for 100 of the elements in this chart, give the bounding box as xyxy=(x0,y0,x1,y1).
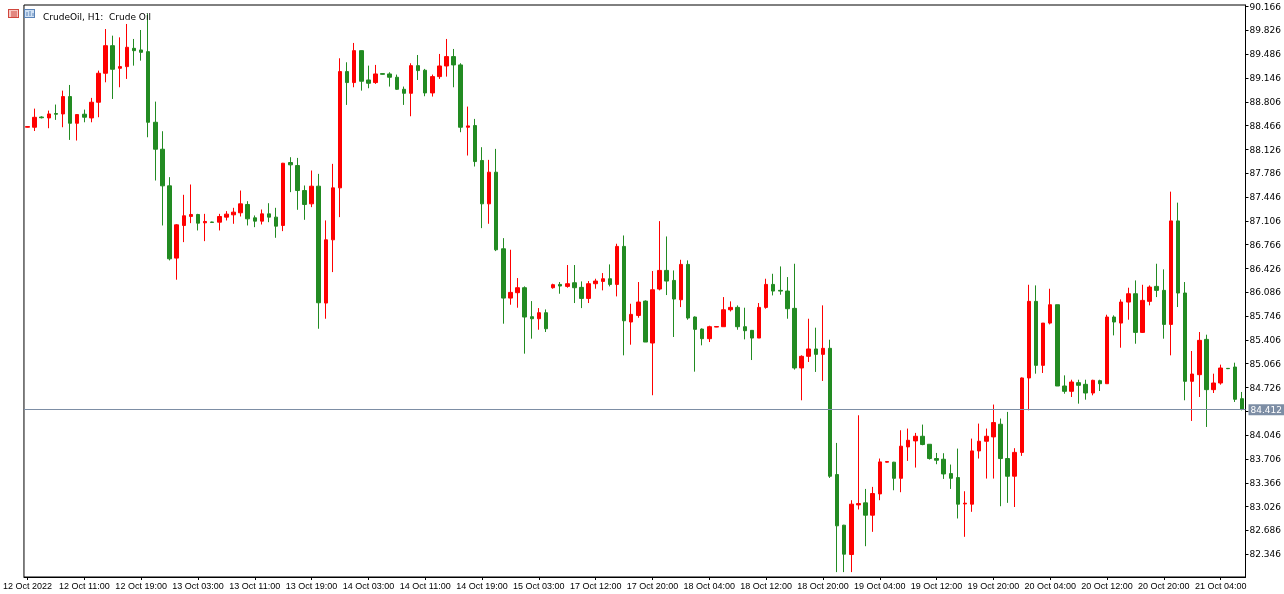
y-tick-label: 90.166 xyxy=(1249,1,1282,12)
candlestick xyxy=(480,146,484,229)
candlestick xyxy=(380,72,385,76)
candlestick xyxy=(1169,191,1173,356)
candlestick xyxy=(643,299,648,343)
candlestick xyxy=(1240,391,1244,411)
candlestick xyxy=(522,285,527,355)
x-tick-label: 13 Oct 11:00 xyxy=(229,580,281,591)
candlestick xyxy=(856,414,861,511)
candlestick xyxy=(1119,298,1123,349)
y-tick-label: 85.066 xyxy=(1249,358,1282,369)
candlestick xyxy=(565,264,570,289)
candlestick xyxy=(508,249,513,306)
candlestick xyxy=(324,219,328,320)
candlestick xyxy=(366,65,371,89)
ref-line-label: 84.412 xyxy=(1250,404,1283,415)
candlestick xyxy=(189,184,193,224)
candlestick xyxy=(1027,284,1031,411)
candlestick xyxy=(110,35,115,100)
x-tick-label: 12 Oct 2022 xyxy=(2,580,53,591)
candlestick xyxy=(139,29,143,62)
candlestick xyxy=(728,300,733,312)
candlestick xyxy=(196,213,200,231)
candlestick xyxy=(1190,350,1194,422)
candlestick xyxy=(1176,202,1180,308)
candlestick xyxy=(863,488,868,547)
candlestick xyxy=(423,68,427,97)
x-tick-label: 18 Oct 12:00 xyxy=(740,580,792,591)
candlestick xyxy=(231,207,236,225)
candlestick xyxy=(253,214,257,228)
candlestick xyxy=(68,84,72,141)
candlestick xyxy=(295,157,300,211)
candlestick xyxy=(778,265,783,296)
candlestick xyxy=(629,303,633,346)
y-tick-label: 88.126 xyxy=(1249,144,1282,155)
candlestick xyxy=(174,223,179,281)
candlestick xyxy=(1083,379,1088,401)
candlestick xyxy=(558,281,562,295)
candlestick xyxy=(785,276,790,320)
candlestick xyxy=(743,307,747,340)
candlestick xyxy=(885,460,889,464)
candlestick xyxy=(32,108,37,132)
y-tick-label: 88.806 xyxy=(1249,96,1282,107)
y-tick-label: 85.746 xyxy=(1249,311,1282,322)
y-tick-label: 84.046 xyxy=(1249,430,1282,441)
x-tick-label: 21 Oct 04:00 xyxy=(1194,580,1247,591)
candlestick xyxy=(1098,379,1102,392)
candlestick xyxy=(700,327,704,346)
candlestick xyxy=(828,339,832,479)
candlestick xyxy=(1204,334,1209,428)
candlestick xyxy=(494,148,498,252)
y-tick-label: 89.146 xyxy=(1249,73,1282,84)
candlestick xyxy=(487,159,491,225)
candlestick xyxy=(814,327,818,373)
candlestick xyxy=(991,404,996,480)
candlestick xyxy=(39,115,44,119)
candlestick xyxy=(636,281,641,319)
candlestick xyxy=(316,173,321,330)
candlestick xyxy=(458,62,463,133)
candlestick xyxy=(963,490,967,538)
candlestick xyxy=(927,443,932,461)
candlestick xyxy=(103,28,108,83)
y-tick-label: 82.686 xyxy=(1249,525,1282,536)
candlestick xyxy=(806,318,811,363)
candlestick xyxy=(238,190,243,218)
candlestick xyxy=(82,109,87,123)
candlestick xyxy=(409,62,413,117)
candlestick xyxy=(132,38,136,67)
y-tick-label: 86.426 xyxy=(1249,263,1282,274)
candlestick xyxy=(515,277,520,309)
candlestick xyxy=(345,61,349,106)
candlestick xyxy=(593,278,598,290)
candlestick xyxy=(721,296,726,328)
y-tick-label: 89.826 xyxy=(1249,25,1282,36)
candlestick xyxy=(764,278,768,310)
candlestick xyxy=(309,170,314,208)
x-tick-label: 19 Oct 20:00 xyxy=(967,580,1020,591)
candlestick xyxy=(1055,304,1060,387)
candlestick xyxy=(842,524,846,573)
candlestick xyxy=(693,315,697,373)
candlestick xyxy=(302,184,307,221)
x-tick-label: 14 Oct 03:00 xyxy=(342,580,395,591)
candlestick xyxy=(601,272,605,291)
y-tick-label: 82.346 xyxy=(1249,549,1282,560)
candlestick xyxy=(664,235,669,296)
candlestick xyxy=(870,486,875,533)
candlestick xyxy=(224,210,229,221)
candlestick xyxy=(913,432,918,469)
candlestick xyxy=(849,499,854,573)
candlestick xyxy=(373,64,378,85)
candlestick xyxy=(473,118,477,168)
candlestick xyxy=(1076,379,1081,405)
candlestick xyxy=(1012,447,1017,508)
candlestick xyxy=(757,302,761,339)
candlestick xyxy=(1126,287,1131,321)
candlestick xyxy=(89,97,94,123)
candlestick xyxy=(1154,263,1159,298)
x-tick-label: 19 Oct 12:00 xyxy=(910,580,963,591)
candlestick xyxy=(1112,314,1116,336)
candlestick xyxy=(707,325,712,343)
